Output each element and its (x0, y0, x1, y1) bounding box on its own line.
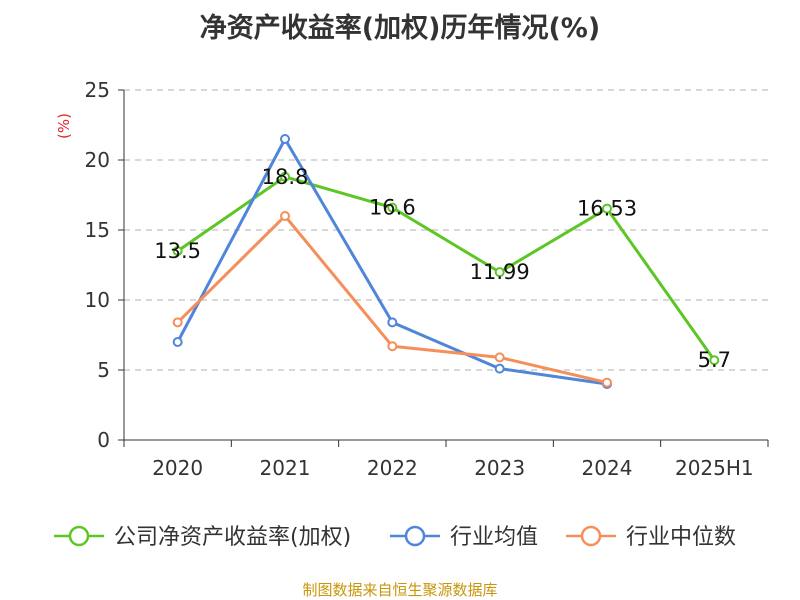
data-label: 16.53 (577, 197, 637, 221)
y-axis-label: (%) (55, 113, 73, 139)
series-lines (172, 134, 720, 389)
y-tick-label: 0 (97, 428, 110, 452)
legend-marker (580, 525, 602, 547)
legend-label: 公司净资产收益率(加权) (114, 525, 351, 550)
data-label: 5.7 (698, 348, 731, 372)
data-point (280, 134, 290, 144)
legend-label: 行业均值 (450, 525, 538, 550)
data-labels: 13.5 18.8 16.6 11.99 16.53 5.7 (154, 165, 731, 372)
grid (124, 89, 768, 371)
x-tick-label: 2024 (582, 456, 633, 480)
data-point (494, 267, 505, 278)
data-point (172, 246, 183, 256)
x-tick-label: 2020 (152, 456, 203, 480)
data-point (280, 211, 290, 221)
y-tick-label: 20 (85, 148, 110, 172)
legend-label: 行业中位数 (626, 525, 736, 550)
y-tick-label: 5 (97, 358, 110, 382)
data-point (280, 171, 290, 182)
data-point (172, 337, 183, 347)
y-axis-ticks: 0 5 10 15 20 25 (85, 78, 124, 452)
chart-title: 净资产收益率(加权)历年情况(%) (199, 13, 601, 44)
data-point (494, 352, 505, 363)
data-point (602, 203, 612, 214)
data-point (387, 317, 398, 328)
data-point (494, 363, 505, 374)
data-point (602, 377, 612, 388)
data-label: 13.5 (154, 239, 201, 263)
data-label: 11.99 (470, 260, 530, 284)
x-tick-label: 2023 (474, 456, 525, 480)
legend[interactable]: 公司净资产收益率(加权) 行业均值 行业中位数 (54, 525, 736, 550)
data-label: 18.8 (262, 165, 309, 189)
data-label: 16.6 (369, 196, 416, 220)
data-point (387, 202, 398, 213)
series-line-0 (176, 175, 716, 362)
legend-item-1[interactable]: 行业均值 (390, 525, 538, 550)
y-tick-label: 25 (85, 78, 110, 102)
y-tick-label: 15 (85, 218, 110, 242)
axes (123, 90, 768, 441)
legend-item-0[interactable]: 公司净资产收益率(加权) (54, 525, 351, 550)
legend-marker (68, 525, 90, 547)
legend-marker (404, 525, 426, 547)
footer-source: 制图数据来自恒生聚源数据库 (302, 581, 498, 599)
y-tick-label: 10 (85, 288, 110, 312)
x-axis-ticks: 2020 2021 2022 2023 2024 2025H1 (123, 440, 769, 480)
legend-item-2[interactable]: 行业中位数 (566, 525, 736, 550)
data-point (709, 355, 720, 366)
data-point (172, 317, 183, 328)
x-tick-label: 2021 (260, 456, 311, 480)
data-point (387, 341, 398, 352)
x-tick-label: 2022 (367, 456, 418, 480)
x-tick-label: 2025H1 (675, 456, 754, 480)
